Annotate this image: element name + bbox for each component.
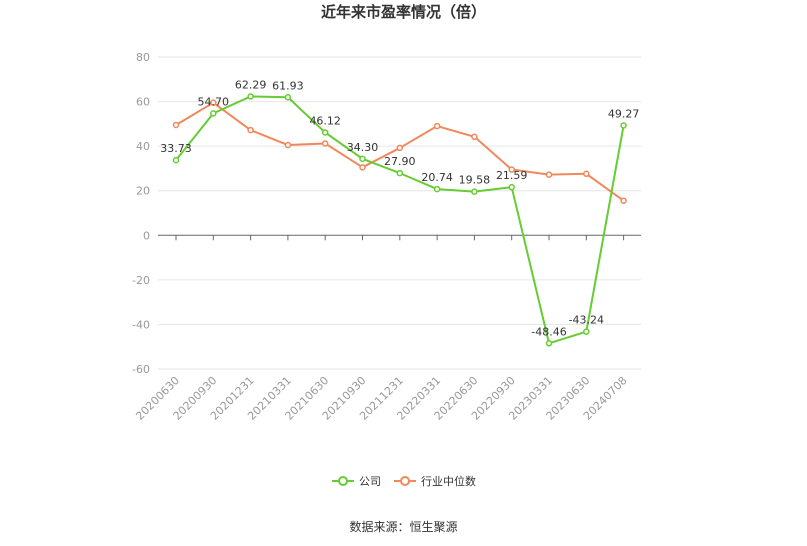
industry-point[interactable] — [210, 99, 217, 106]
y-tick-label: 60 — [136, 96, 150, 109]
industry-point[interactable] — [433, 122, 441, 130]
company-point[interactable] — [545, 340, 553, 347]
industry-point[interactable] — [247, 126, 254, 134]
company-point[interactable] — [433, 185, 441, 193]
company-point[interactable] — [359, 155, 366, 163]
y-tick-label: 80 — [136, 51, 150, 64]
industry-point[interactable] — [583, 170, 590, 178]
industry-point[interactable] — [471, 133, 478, 141]
y-tick-label: 40 — [136, 140, 150, 153]
company-point[interactable] — [583, 328, 590, 335]
legend-marker-icon — [338, 476, 348, 486]
chart-title: 近年来市盈率情况（倍） — [321, 3, 486, 21]
legend[interactable]: 公司 行业中位数 — [332, 474, 476, 488]
company-point[interactable] — [620, 122, 627, 129]
company-point[interactable] — [508, 183, 515, 191]
y-tick-label: -60 — [132, 363, 150, 376]
company-data-label: 61.93 — [272, 79, 304, 92]
y-tick-label: -20 — [132, 274, 150, 287]
data-labels: 33.73 54.70 62.29 61.93 46.12 34.30 27.90 20.74… — [160, 78, 639, 338]
company-data-label: 46.12 — [309, 115, 341, 128]
industry-point[interactable] — [284, 141, 292, 149]
company-data-label: 49.27 — [608, 107, 640, 120]
legend-label: 公司 — [359, 475, 381, 488]
series — [172, 93, 627, 347]
legend-marker-icon — [400, 476, 410, 486]
legend-industry-median[interactable]: 行业中位数 — [394, 474, 476, 488]
company-data-label: 21.59 — [496, 169, 528, 182]
company-data-label: 33.73 — [160, 142, 192, 155]
industry-point[interactable] — [172, 121, 180, 129]
company-data-label: 20.74 — [421, 171, 453, 184]
company-data-label: 62.29 — [235, 78, 267, 91]
y-tick-label: -40 — [132, 318, 150, 331]
company-data-label: 34.30 — [347, 141, 379, 154]
company-data-label: 27.90 — [384, 155, 416, 168]
company-point[interactable] — [284, 94, 292, 101]
industry-point[interactable] — [359, 164, 366, 171]
company-line — [175, 95, 625, 345]
industry-point[interactable] — [321, 140, 329, 147]
company-point[interactable] — [247, 93, 254, 100]
y-tick-label: 0 — [143, 229, 150, 242]
company-point[interactable] — [172, 156, 180, 164]
company-point[interactable] — [210, 110, 217, 117]
legend-company[interactable]: 公司 — [332, 475, 381, 488]
company-point[interactable] — [321, 129, 329, 136]
source-note: 数据来源：恒生聚源 — [349, 519, 457, 534]
company-data-label: -48.46 — [531, 325, 566, 338]
y-tick-label: 20 — [136, 185, 150, 198]
company-point[interactable] — [396, 169, 404, 177]
company-data-label: 19.58 — [459, 174, 491, 187]
industry-point[interactable] — [620, 197, 627, 204]
legend-label: 行业中位数 — [421, 474, 476, 488]
industry-point[interactable] — [545, 171, 553, 178]
industry-point[interactable] — [396, 144, 404, 152]
industry-point[interactable] — [508, 166, 515, 173]
industry-median-line — [175, 101, 625, 202]
company-point[interactable] — [471, 188, 478, 195]
company-data-label: -43.24 — [569, 314, 604, 327]
company-data-label: 54.70 — [198, 95, 230, 108]
